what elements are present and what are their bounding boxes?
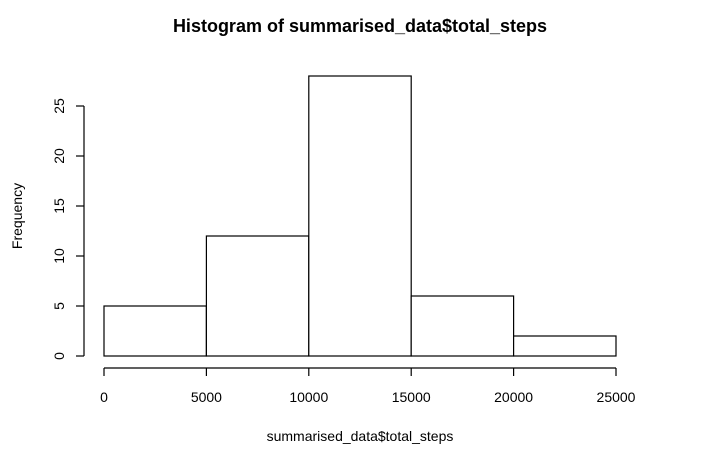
chart-title: Histogram of summarised_data$total_steps	[173, 16, 547, 36]
y-tick-label-1: 5	[51, 302, 67, 310]
x-axis-label: summarised_data$total_steps	[267, 428, 454, 444]
y-tick-label-2: 10	[51, 248, 67, 264]
plot-area	[103, 75, 617, 357]
histogram-bar-4	[512, 335, 617, 357]
x-tick-label-3: 15000	[392, 389, 431, 405]
histogram-bar-0	[103, 305, 208, 357]
x-tick-label-4: 20000	[494, 389, 533, 405]
y-axis-label: Frequency	[9, 183, 25, 249]
x-axis: 0 5000 10000 15000 20000 25000	[100, 367, 636, 405]
x-tick-label-5: 25000	[597, 389, 636, 405]
x-tick-label-0: 0	[100, 389, 108, 405]
histogram-bar-2	[308, 75, 412, 357]
y-axis: 0 5 10 15 20 25	[51, 98, 85, 360]
y-tick-label-4: 20	[51, 148, 67, 164]
y-tick-label-0: 0	[51, 352, 67, 360]
histogram-bar-1	[205, 235, 310, 357]
x-tick-label-2: 10000	[289, 389, 328, 405]
histogram-bar-3	[410, 295, 515, 357]
x-tick-label-1: 5000	[191, 389, 222, 405]
y-tick-label-3: 15	[51, 198, 67, 214]
y-tick-label-5: 25	[51, 98, 67, 114]
